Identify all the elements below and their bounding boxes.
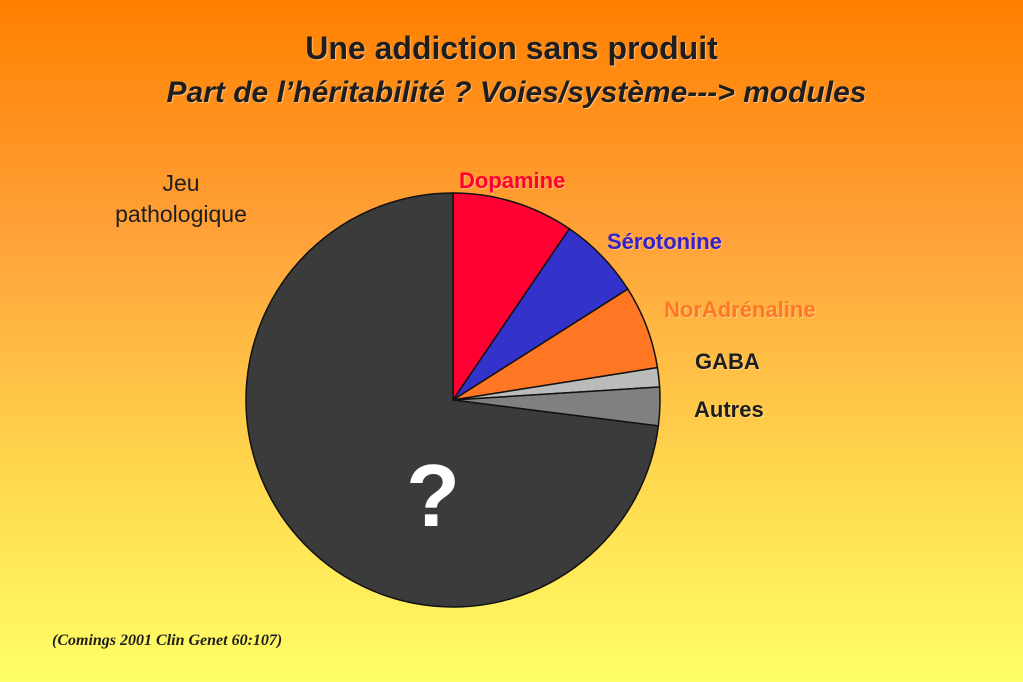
label-serotonine: Sérotonine — [607, 229, 722, 254]
label-dopamine: Dopamine — [459, 168, 566, 193]
citation: (Comings 2001 Clin Genet 60:107) — [52, 632, 283, 649]
pie-slice-dopamine — [452, 192, 571, 403]
pie-slice-unknown — [245, 192, 660, 608]
label-gaba: GABA — [695, 349, 760, 374]
label-autres: Autres — [694, 397, 764, 422]
subject-label-line1: Jeu — [162, 170, 200, 196]
chart-title: Une addiction sans produit — [305, 30, 718, 66]
subject-label-line2: pathologique — [115, 201, 247, 227]
label-noradrenaline: NorAdrénaline — [664, 297, 816, 322]
label-unknown: ? — [406, 446, 460, 545]
subject-label: Jeu pathologique — [90, 168, 272, 230]
chart-subtitle: Part de l’héritabilité ? Voies/système--… — [166, 76, 867, 109]
